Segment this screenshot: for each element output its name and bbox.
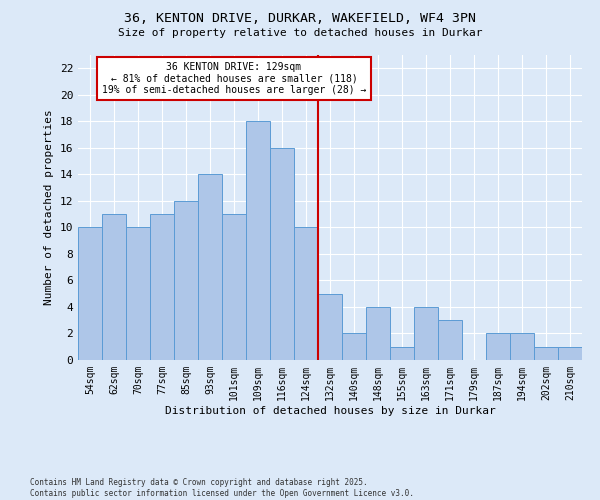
Bar — [558, 346, 582, 360]
Text: 36 KENTON DRIVE: 129sqm
← 81% of detached houses are smaller (118)
19% of semi-d: 36 KENTON DRIVE: 129sqm ← 81% of detache… — [102, 62, 366, 95]
Bar — [366, 307, 390, 360]
Bar — [318, 294, 342, 360]
Bar — [126, 228, 150, 360]
Bar — [342, 334, 366, 360]
Bar — [294, 228, 318, 360]
Bar — [150, 214, 174, 360]
Bar — [438, 320, 462, 360]
Bar — [174, 201, 198, 360]
Bar — [102, 214, 126, 360]
Bar — [390, 346, 414, 360]
Bar — [534, 346, 558, 360]
Bar — [510, 334, 534, 360]
Text: 36, KENTON DRIVE, DURKAR, WAKEFIELD, WF4 3PN: 36, KENTON DRIVE, DURKAR, WAKEFIELD, WF4… — [124, 12, 476, 26]
X-axis label: Distribution of detached houses by size in Durkar: Distribution of detached houses by size … — [164, 406, 496, 415]
Text: Contains HM Land Registry data © Crown copyright and database right 2025.
Contai: Contains HM Land Registry data © Crown c… — [30, 478, 414, 498]
Bar — [222, 214, 246, 360]
Y-axis label: Number of detached properties: Number of detached properties — [44, 110, 54, 306]
Text: Size of property relative to detached houses in Durkar: Size of property relative to detached ho… — [118, 28, 482, 38]
Bar — [246, 122, 270, 360]
Bar — [198, 174, 222, 360]
Bar — [270, 148, 294, 360]
Bar — [486, 334, 510, 360]
Bar — [78, 228, 102, 360]
Bar — [414, 307, 438, 360]
